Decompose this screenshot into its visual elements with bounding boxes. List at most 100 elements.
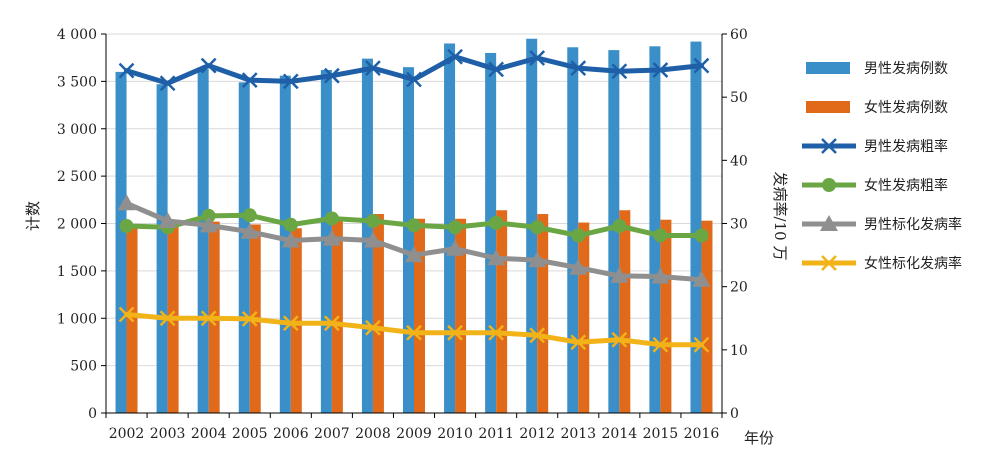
point-female-standardized-rate [365,319,381,336]
point-male-crude-rate [488,61,505,78]
point-female-crude-rate [283,217,298,232]
legend-item: 女性标化发病率 [802,255,962,272]
bar-male-cases [690,41,702,414]
x-axis-title: 年份 [744,429,774,447]
bar-female-cases [660,219,672,413]
y-right-tick-label: 0 [730,406,739,422]
point-female-crude-rate [612,219,627,234]
x-tick-label: 2008 [355,426,391,442]
point-female-crude-rate [694,228,709,243]
x-tick-label: 2005 [232,426,268,442]
bar-female-cases [372,214,384,413]
legend-swatch [806,62,850,74]
y-left-tick-label: 0 [88,406,97,422]
bar-male-cases [197,69,209,414]
point-female-standardized-rate [200,310,217,327]
bar-female-cases [414,218,425,413]
bar-male-cases [156,84,168,413]
point-male-standardized-rate [322,229,341,246]
legend-label: 男性发病例数 [864,61,948,77]
y-right-axis-title: 发病率/10 万 [771,172,789,261]
legend-marker [821,138,837,154]
point-male-crude-rate [365,60,381,76]
point-female-standardized-rate [406,324,422,341]
bar-male-cases [485,52,497,413]
point-female-crude-rate [571,228,586,243]
bar-male-cases [608,50,620,414]
point-male-crude-rate [200,57,217,74]
bar-male-cases [567,47,579,413]
bar-male-cases [649,46,661,413]
x-tick-label: 2009 [396,426,432,442]
y-right-tick-label: 20 [730,280,748,296]
legend-swatch [806,101,850,113]
point-male-standardized-rate [446,239,465,256]
point-female-standardized-rate [323,315,340,332]
point-male-crude-rate [282,73,299,90]
point-female-crude-rate [448,220,463,235]
point-female-crude-rate [653,228,668,243]
legend-item: 男性发病粗率 [802,138,948,155]
x-tick-label: 2010 [437,426,473,442]
point-female-standardized-rate [529,327,546,344]
point-male-standardized-rate [363,231,382,248]
point-male-standardized-rate [528,251,547,268]
legend-marker [822,178,836,192]
point-female-crude-rate [324,211,339,226]
point-male-standardized-rate [692,270,711,287]
x-tick-label: 2015 [643,426,679,442]
x-tick-label: 2016 [684,426,720,442]
legend-marker [820,215,838,231]
point-female-standardized-rate [241,310,258,327]
x-tick-label: 2014 [602,426,638,442]
legend-item: 女性发病粗率 [802,177,948,194]
legend-label: 女性标化发病率 [864,255,962,272]
point-female-standardized-rate [447,324,463,341]
point-female-crude-rate [407,218,421,233]
point-male-crude-rate [693,57,710,74]
y-left-tick-label: 2 500 [57,169,97,185]
legend-item: 女性发病例数 [806,99,948,116]
point-female-standardized-rate [652,336,669,353]
point-male-standardized-rate [158,211,177,228]
x-tick-label: 2012 [519,426,555,442]
point-male-standardized-rate [610,266,629,283]
x-tick-label: 2004 [191,426,227,442]
y-left-tick-label: 3 000 [57,122,97,138]
bar-female-cases [578,222,590,413]
point-male-standardized-rate [487,249,506,266]
legend-item: 男性标化发病率 [802,215,962,233]
point-male-crude-rate [406,71,422,88]
point-male-crude-rate [447,48,463,65]
point-female-standardized-rate [159,310,176,327]
bar-female-cases [537,214,549,413]
y-left-tick-label: 2 000 [57,217,97,233]
point-male-standardized-rate [117,194,136,211]
point-female-crude-rate [365,213,380,228]
point-male-crude-rate [529,50,546,66]
point-male-crude-rate [118,62,135,79]
x-tick-label: 2011 [478,426,514,442]
point-female-standardized-rate [118,306,135,323]
y-left-tick-label: 1 500 [57,264,97,280]
point-male-standardized-rate [569,258,588,275]
legend-marker [821,255,837,271]
bar-male-cases [361,58,373,413]
point-female-crude-rate [530,220,545,235]
point-female-crude-rate [201,208,216,223]
point-female-crude-rate [119,219,134,234]
x-tick-label: 2007 [314,426,350,442]
x-tick-label: 2003 [150,426,186,442]
point-female-crude-rate [242,208,257,223]
point-female-crude-rate [489,215,504,230]
bar-male-cases [403,67,414,413]
point-male-standardized-rate [281,231,300,248]
point-female-standardized-rate [611,331,628,348]
point-male-crude-rate [241,72,258,88]
y-left-tick-label: 4 000 [57,27,97,43]
y-left-tick-label: 500 [70,359,97,375]
y-right-tick-label: 30 [730,217,748,233]
x-tick-label: 2002 [109,426,145,442]
bar-male-cases [115,71,127,414]
